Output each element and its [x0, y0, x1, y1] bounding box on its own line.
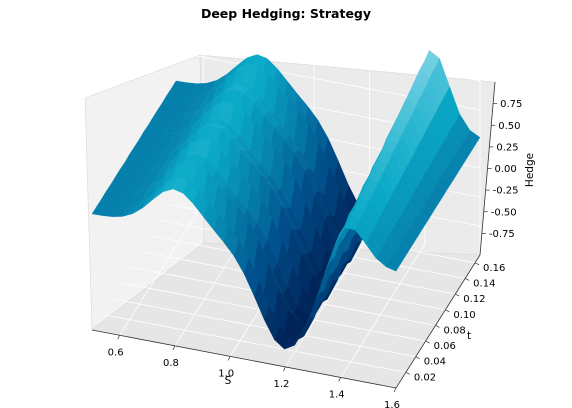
z-tick-label: 0.00 [495, 164, 517, 175]
x-tick-mark [338, 377, 342, 382]
x-tick-label: 1.6 [384, 400, 400, 408]
z-tick-label: -0.75 [489, 229, 515, 240]
y-tick-label: 0.12 [463, 294, 485, 305]
x-ticks: 0.6 0.8 1.0 1.2 1.4 1.6 [108, 335, 400, 408]
grid-floor-x-3 [285, 233, 370, 368]
y-tick-label: 0.16 [483, 263, 505, 274]
z-axis-label: Hedge [524, 153, 536, 187]
z-tick-label: 0.25 [496, 142, 518, 153]
chart-title: Deep Hedging: Strategy [201, 6, 371, 21]
z-ticks: 0.75 0.50 0.25 0.00 -0.25 -0.50 -0.75 [481, 99, 522, 240]
grid-back-z-0 [205, 0, 481, 53]
x-axis-line [91, 329, 397, 389]
x-tick-label: 0.6 [108, 347, 124, 358]
x-tick-mark [117, 335, 120, 340]
x-tick-mark [393, 387, 397, 393]
z-tick-label: -0.25 [493, 186, 519, 197]
x-tick-label: 1.2 [274, 379, 290, 390]
grid-floor-y-1 [111, 298, 416, 358]
y-tick-mark [445, 309, 450, 313]
y-tick-label: 0.04 [424, 357, 446, 368]
y-tick-mark [435, 325, 440, 328]
x-axis-label: S [225, 375, 232, 387]
y-tick-mark [465, 278, 470, 281]
z-tick-label: -0.50 [491, 207, 517, 218]
y-tick-mark [405, 372, 411, 375]
y-axis-label: t [467, 330, 471, 342]
x-tick-label: 0.8 [163, 358, 179, 369]
y-tick-mark [474, 262, 480, 266]
y-tick-label: 0.10 [453, 310, 475, 321]
surface-patch [385, 258, 401, 272]
y-ticks: 0.02 0.04 0.06 0.08 0.10 0.12 0.14 0.16 [405, 262, 505, 383]
x-tick-mark [227, 356, 231, 361]
z-tick-label: 0.50 [498, 121, 520, 132]
y-tick-mark [415, 356, 420, 360]
y-tick-label: 0.02 [414, 372, 436, 383]
y-axis-line [395, 254, 481, 389]
y-tick-mark [425, 340, 430, 344]
grid-floor-x-4 [340, 244, 426, 378]
x-tick-label: 1.4 [329, 389, 345, 400]
x-tick-mark [283, 366, 286, 372]
y-tick-label: 0.08 [444, 325, 466, 336]
grid-floor-y-0 [101, 313, 406, 373]
y-tick-mark [455, 293, 460, 297]
y-tick-label: 0.06 [434, 341, 456, 352]
z-tick-label: 0.75 [500, 99, 522, 110]
grid-floor-x-0 [119, 202, 204, 336]
x-tick-label: 1.0 [218, 368, 234, 379]
x-tick-mark [172, 345, 176, 350]
y-tick-label: 0.14 [473, 278, 495, 289]
hedge-surface [91, 50, 481, 350]
